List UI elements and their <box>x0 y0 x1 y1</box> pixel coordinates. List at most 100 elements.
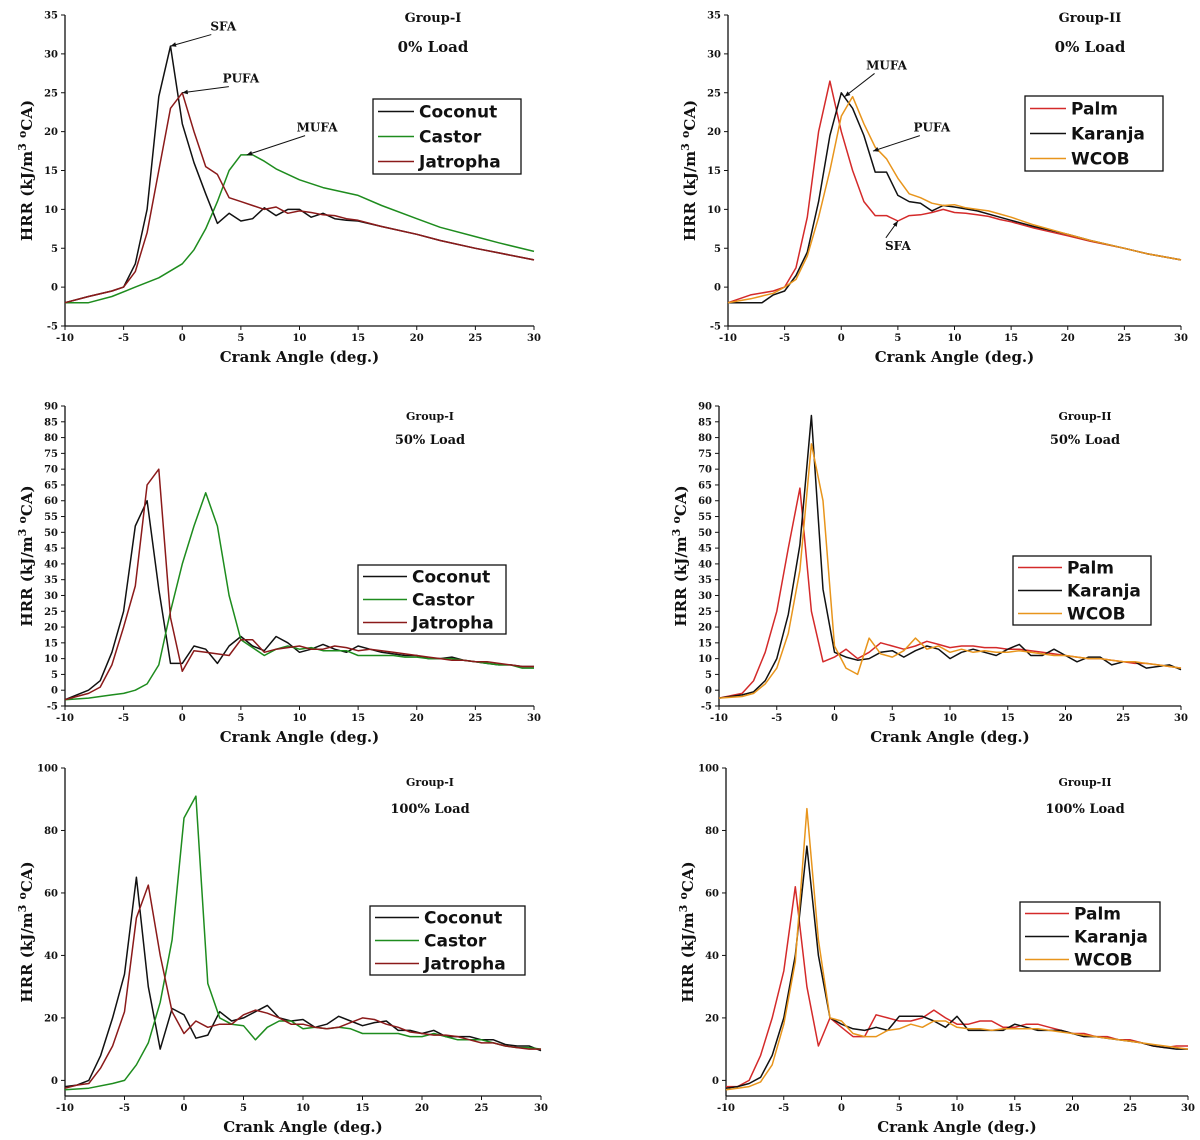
legend-label-castor: Castor <box>412 591 475 611</box>
annotation-mufa: MUFA <box>866 58 908 72</box>
x-axis-label: Crank Angle (deg.) <box>877 1118 1037 1136</box>
x-axis-label: Crank Angle (deg.) <box>870 728 1030 746</box>
x-tick-label: 30 <box>1174 333 1188 344</box>
chart-group-title: Group-I <box>405 11 462 26</box>
y-tick-label: 30 <box>707 49 721 60</box>
legend-label-coconut: Coconut <box>424 909 502 929</box>
annotation-arrowhead <box>873 147 879 152</box>
y-tick-label: 15 <box>698 638 712 649</box>
x-tick-label: -10 <box>710 713 728 724</box>
x-tick-label: -5 <box>779 333 790 344</box>
y-tick-label: 20 <box>705 1013 719 1024</box>
chart-group-title: Group-I <box>406 410 454 423</box>
y-tick-label: 80 <box>705 826 719 837</box>
x-tick-label: 5 <box>237 713 244 724</box>
y-tick-label: 90 <box>44 402 58 413</box>
series-line-coconut <box>64 876 542 1088</box>
y-axis-label: HRR (kJ/m3 oCA) <box>679 100 700 241</box>
annotation-arrow <box>872 135 921 152</box>
y-tick-label: 30 <box>44 49 58 60</box>
y-tick-label: 0 <box>705 686 712 697</box>
x-tick-label: 20 <box>1061 333 1075 344</box>
y-tick-label: 85 <box>698 417 712 428</box>
x-tick-label: -5 <box>778 1103 789 1114</box>
x-tick-label: 25 <box>1116 713 1130 724</box>
chart-5: -10 -5 0 5 10 15 20 25 30 0 20 40 60 80 100 Crank Angle… <box>16 764 548 1137</box>
series-line-wcob <box>725 807 1189 1091</box>
legend-label-palm: Palm <box>1074 905 1121 925</box>
y-tick-label: 5 <box>705 670 712 681</box>
annotation-arrow <box>170 34 212 47</box>
x-tick-label: 5 <box>896 1103 903 1114</box>
y-tick-label: 50 <box>698 528 712 539</box>
y-tick-label: 100 <box>37 764 58 775</box>
x-tick-label: -5 <box>118 713 129 724</box>
y-tick-label: 70 <box>44 465 58 476</box>
legend-label-jatropha: Jatropha <box>423 955 506 975</box>
chart-group-title: Group-I <box>406 776 454 789</box>
y-axis-label: HRR (kJ/m3 oCA) <box>16 485 37 626</box>
y-tick-label: 40 <box>44 559 58 570</box>
x-axis-label: Crank Angle (deg.) <box>220 728 380 746</box>
y-tick-label: 60 <box>705 888 719 899</box>
x-tick-label: 10 <box>943 713 957 724</box>
series-line-jatropha <box>64 884 541 1089</box>
x-tick-label: 15 <box>351 333 365 344</box>
y-tick-label: 65 <box>44 480 58 491</box>
x-tick-label: 5 <box>237 333 244 344</box>
y-tick-label: -5 <box>47 322 58 333</box>
chart-load-title: 100% Load <box>390 802 469 817</box>
chart-group-title: Group-II <box>1058 410 1111 423</box>
x-tick-label: -10 <box>56 333 74 344</box>
y-tick-label: 0 <box>51 686 58 697</box>
y-axis-label: HRR (kJ/m3 oCA) <box>16 861 37 1002</box>
y-tick-label: 35 <box>44 575 58 586</box>
annotation-sfa: SFA <box>210 20 236 34</box>
y-tick-label: 5 <box>51 670 58 681</box>
x-tick-label: 20 <box>1066 1103 1080 1114</box>
legend-label-karanja: Karanja <box>1071 125 1145 145</box>
x-tick-label: -5 <box>771 713 782 724</box>
series-line-jatropha <box>64 468 534 701</box>
y-tick-label: 25 <box>698 607 712 618</box>
x-tick-label: -5 <box>119 1103 130 1114</box>
y-tick-label: 40 <box>44 951 58 962</box>
y-tick-label: 15 <box>707 166 721 177</box>
y-axis-label: HRR (kJ/m3 oCA) <box>677 861 698 1002</box>
x-tick-label: 10 <box>293 713 307 724</box>
annotation-arrowhead <box>170 42 177 47</box>
y-tick-label: 60 <box>44 496 58 507</box>
x-tick-label: 0 <box>179 713 186 724</box>
y-tick-label: 30 <box>44 591 58 602</box>
y-tick-label: 90 <box>698 402 712 413</box>
chart-group-title: Group-II <box>1058 776 1111 789</box>
y-tick-label: 15 <box>44 638 58 649</box>
x-tick-label: 5 <box>894 333 901 344</box>
y-tick-label: 50 <box>44 528 58 539</box>
x-tick-label: 15 <box>351 713 365 724</box>
legend-label-coconut: Coconut <box>419 103 497 123</box>
annotation-pufa: PUFA <box>223 72 260 86</box>
y-tick-label: 25 <box>44 607 58 618</box>
series-line-palm <box>726 885 1188 1088</box>
chart-load-title: 0% Load <box>1055 38 1126 56</box>
x-tick-label: 10 <box>293 333 307 344</box>
chart-4: -10 -5 0 5 10 15 20 25 30-5051015202530354045505… <box>670 402 1188 747</box>
y-tick-label: 0 <box>714 283 721 294</box>
x-tick-label: 25 <box>1123 1103 1137 1114</box>
y-tick-label: 100 <box>698 764 719 775</box>
x-axis-label: Crank Angle (deg.) <box>220 348 380 366</box>
x-tick-label: 25 <box>1117 333 1131 344</box>
x-axis-label: Crank Angle (deg.) <box>875 348 1035 366</box>
chart-load-title: 50% Load <box>395 433 465 448</box>
annotation-arrowhead <box>246 151 253 156</box>
y-axis-label: HRR (kJ/m3 oCA) <box>16 100 37 241</box>
annotation-arrow <box>182 86 229 94</box>
y-tick-label: 10 <box>698 654 712 665</box>
x-tick-label: -10 <box>56 1103 74 1114</box>
chart-6: -10 -5 0 5 10 15 20 25 30 0 20 40 60 80 100 Crank Angle… <box>677 764 1195 1137</box>
y-tick-label: 25 <box>707 88 721 99</box>
